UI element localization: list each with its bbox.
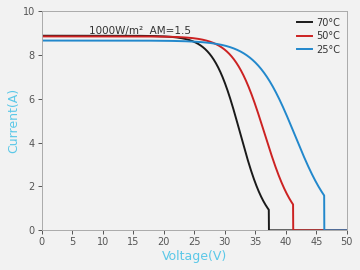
25°C xyxy=(289,126,294,129)
50°C xyxy=(40,35,44,38)
25°C xyxy=(56,39,60,42)
Line: 70°C: 70°C xyxy=(42,36,359,230)
50°C xyxy=(348,229,352,232)
Y-axis label: Current(A): Current(A) xyxy=(7,88,20,153)
50°C xyxy=(357,229,360,232)
Legend: 70°C, 50°C, 25°C: 70°C, 50°C, 25°C xyxy=(295,16,342,56)
50°C xyxy=(289,201,294,204)
70°C xyxy=(357,229,360,232)
25°C xyxy=(348,229,352,232)
Line: 25°C: 25°C xyxy=(42,40,359,230)
70°C xyxy=(348,229,352,232)
70°C xyxy=(194,41,198,44)
25°C xyxy=(348,229,352,232)
X-axis label: Voltage(V): Voltage(V) xyxy=(162,250,227,263)
25°C xyxy=(357,229,360,232)
25°C xyxy=(40,39,44,42)
70°C xyxy=(348,229,352,232)
70°C xyxy=(290,229,294,232)
Text: 1000W/m²  AM=1.5: 1000W/m² AM=1.5 xyxy=(89,26,190,36)
25°C xyxy=(194,40,198,43)
25°C xyxy=(322,229,327,232)
70°C xyxy=(40,34,44,37)
50°C xyxy=(56,35,60,38)
25°C xyxy=(185,40,190,43)
70°C xyxy=(185,38,190,41)
50°C xyxy=(348,229,352,232)
70°C xyxy=(267,229,271,232)
50°C xyxy=(194,37,198,40)
50°C xyxy=(291,229,296,232)
Line: 50°C: 50°C xyxy=(42,36,359,230)
50°C xyxy=(185,36,190,39)
70°C xyxy=(56,34,60,37)
